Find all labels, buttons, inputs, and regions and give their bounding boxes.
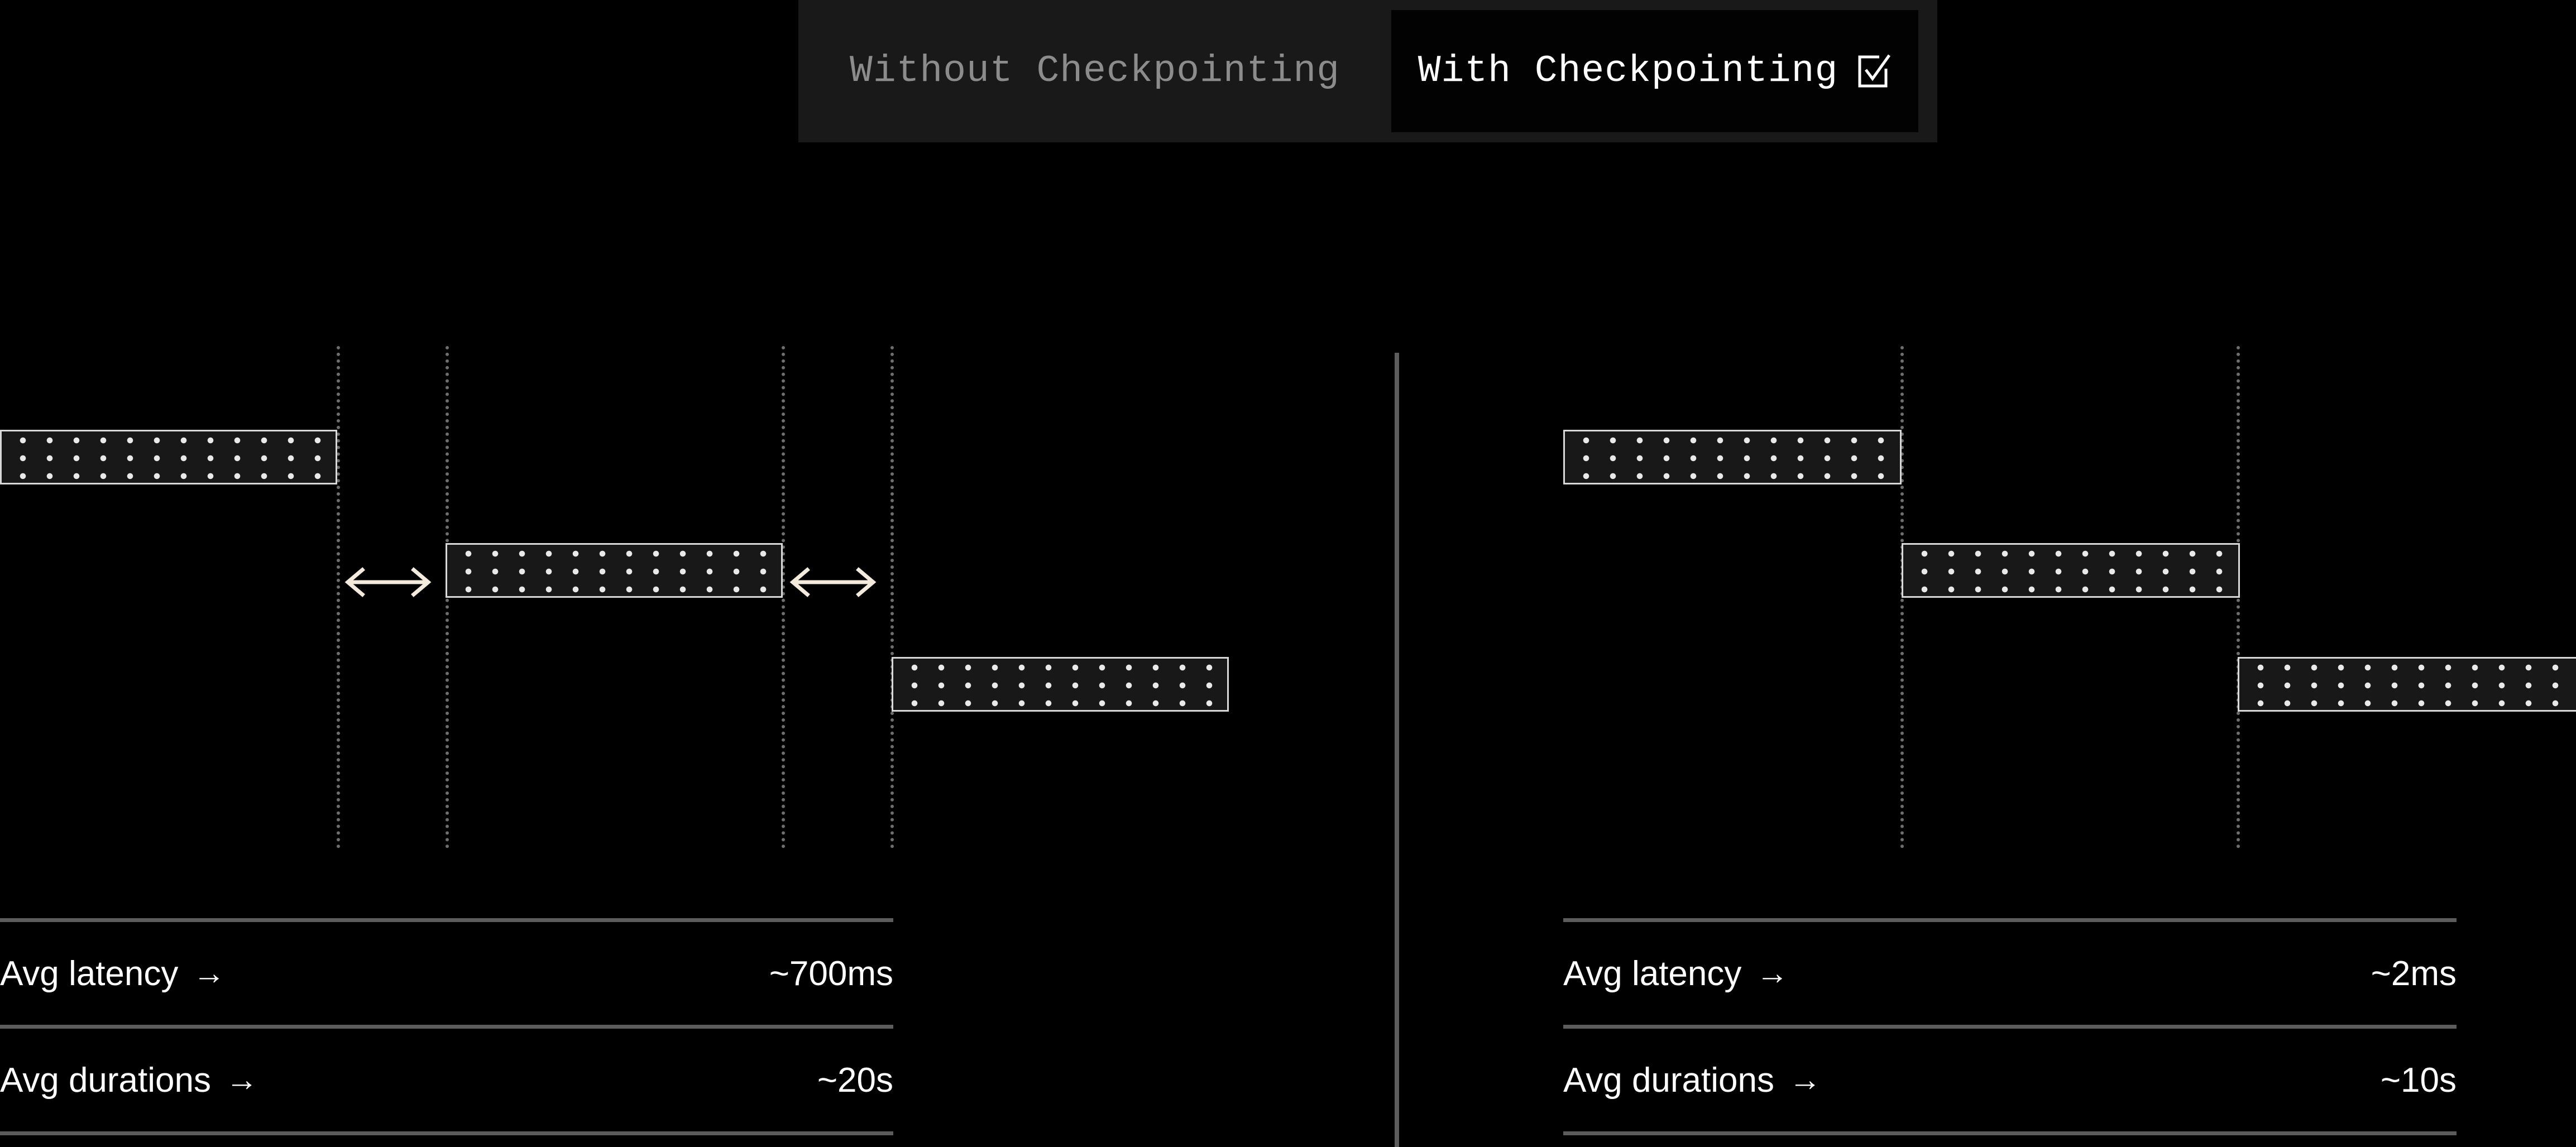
gap-arrow-2 xyxy=(788,565,878,599)
metric-label: Avg durations → xyxy=(0,1060,258,1100)
arrow-right-icon: → xyxy=(1789,1062,1821,1098)
metric-value: ~700ms xyxy=(769,954,893,993)
checkbox-checked-icon xyxy=(1857,54,1892,89)
metric-row: Avg durations → ~10s xyxy=(1563,1029,2457,1131)
metric-divider xyxy=(1563,1131,2457,1135)
guide-line xyxy=(337,346,340,848)
metric-divider xyxy=(0,918,893,922)
metric-divider xyxy=(1563,918,2457,922)
task-bar-2[interactable] xyxy=(446,543,783,598)
toggle-option-label: Without Checkpointing xyxy=(850,50,1340,93)
metric-label: Avg latency → xyxy=(1563,954,1788,994)
metric-value: ~2ms xyxy=(2371,954,2457,993)
panel-without-checkpointing: Avg latency → ~700ms Avg durations → ~20s xyxy=(0,0,1395,1135)
guide-line xyxy=(890,346,894,848)
metric-row: Avg latency → ~700ms xyxy=(0,922,893,1025)
guide-line xyxy=(782,346,785,848)
toggle-option-without-checkpointing[interactable]: Without Checkpointing xyxy=(798,10,1391,132)
arrow-right-icon: → xyxy=(193,955,226,991)
metric-divider xyxy=(0,1025,893,1029)
panel-with-checkpointing: Avg latency → ~2ms Avg durations → ~10s xyxy=(1396,0,2576,1147)
task-bar-1[interactable] xyxy=(0,430,337,484)
panel-divider xyxy=(1395,353,1399,1147)
task-bar-2[interactable] xyxy=(1902,543,2240,598)
task-bar-3[interactable] xyxy=(2238,657,2576,712)
metric-label: Avg latency → xyxy=(0,954,225,994)
metric-label-text: Avg durations xyxy=(0,1060,211,1100)
arrow-right-icon: → xyxy=(226,1062,258,1098)
metrics-list: Avg latency → ~2ms Avg durations → ~10s xyxy=(1563,918,2457,1135)
metric-row: Avg durations → ~20s xyxy=(0,1029,893,1131)
metric-label-text: Avg durations xyxy=(1563,1060,1774,1100)
toggle-option-with-checkpointing[interactable]: With Checkpointing xyxy=(1391,10,1918,132)
metric-value: ~10s xyxy=(2380,1060,2457,1100)
metric-value: ~20s xyxy=(817,1060,893,1100)
metrics-list: Avg latency → ~700ms Avg durations → ~20s xyxy=(0,918,893,1135)
metric-divider xyxy=(0,1131,893,1135)
task-bar-3[interactable] xyxy=(892,657,1229,712)
metric-label-text: Avg latency xyxy=(1563,954,1742,993)
timeline-chart xyxy=(0,0,1395,871)
toggle-option-label: With Checkpointing xyxy=(1418,50,1838,93)
arrow-right-icon: → xyxy=(1756,955,1789,991)
metric-label-text: Avg latency xyxy=(0,954,179,993)
task-bar-1[interactable] xyxy=(1563,430,1902,484)
checkpointing-toggle[interactable]: Without Checkpointing With Checkpointing xyxy=(798,0,1937,142)
metric-label: Avg durations → xyxy=(1563,1060,1821,1100)
gap-arrow-1 xyxy=(343,565,433,599)
metric-row: Avg latency → ~2ms xyxy=(1563,922,2457,1025)
metric-divider xyxy=(1563,1025,2457,1029)
timeline-chart xyxy=(1396,0,2576,871)
